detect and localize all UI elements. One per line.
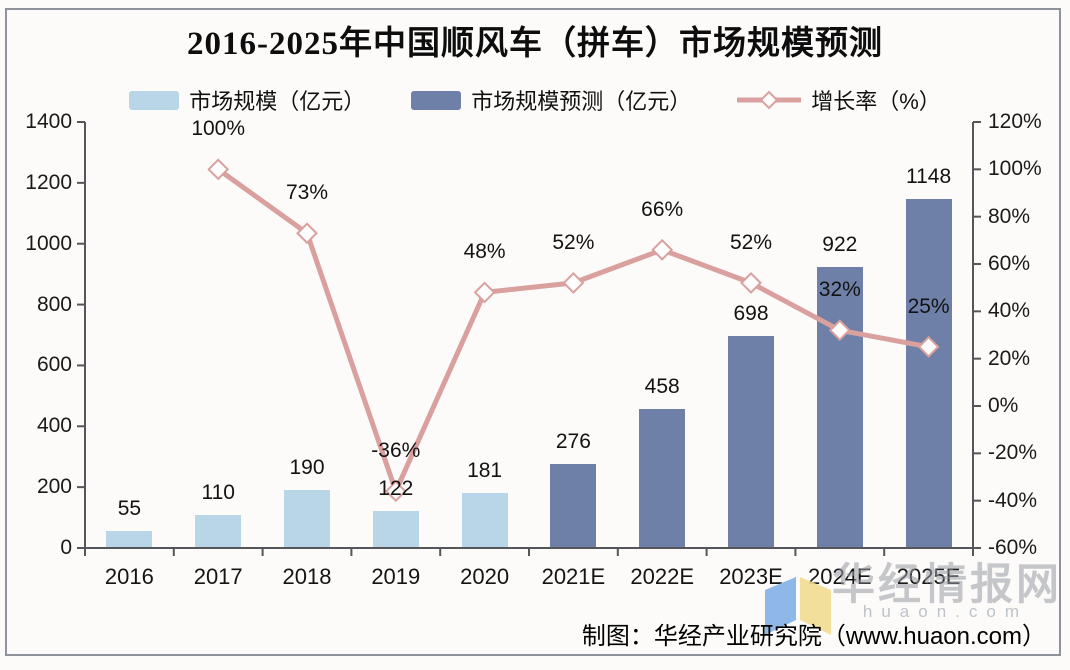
legend-label-market-size: 市场规模（亿元） (189, 89, 366, 114)
x-axis-label-2025E: 2025E (896, 564, 961, 589)
right-axis-tick--40%: -40% (988, 488, 1038, 512)
watermark-text: 华经情报网 (832, 561, 1062, 609)
left-axis-tick-800: 800 (36, 292, 72, 316)
left-axis-tick-0: 0 (60, 536, 72, 559)
bar-value-2025E: 1148 (906, 164, 952, 188)
bar-2020 (461, 492, 508, 548)
growth-label-2021E: 52% (552, 230, 595, 254)
bar-2023E (728, 335, 774, 548)
left-axis-tick-600: 600 (36, 353, 72, 377)
left-axis-tick-1200: 1200 (25, 170, 72, 194)
right-axis-tick-40%: 40% (988, 299, 1031, 323)
left-axis-tick-400: 400 (36, 414, 72, 438)
x-axis-label-2016: 2016 (104, 564, 154, 589)
x-axis-label-2021E: 2021E (541, 564, 606, 589)
right-axis-tick-100%: 100% (988, 157, 1042, 181)
legend-item-growth-rate: 增长率（%） (735, 84, 941, 116)
x-axis-label-2023E: 2023E (719, 564, 783, 589)
left-axis-tick-1000: 1000 (25, 231, 72, 255)
legend-swatch-forecast (411, 90, 462, 110)
x-axis-label-2018: 2018 (282, 564, 332, 589)
right-axis-tick-0%: 0% (988, 394, 1019, 417)
bar-value-2017: 110 (201, 480, 235, 504)
left-axis-tick-1400: 1400 (25, 110, 72, 133)
legend-label-growth-rate: 增长率（%） (811, 89, 941, 114)
bar-2021E (550, 464, 597, 548)
growth-label-2019: -36% (371, 439, 421, 463)
growth-label-2025E: 25% (907, 294, 950, 318)
legend-label-forecast: 市场规模预测（亿元） (471, 89, 692, 114)
right-axis-tick--20%: -20% (988, 441, 1038, 465)
legend-item-forecast: 市场规模预测（亿元） (411, 84, 691, 116)
growth-label-2023E: 52% (729, 230, 773, 254)
legend-line-marker-icon (735, 90, 803, 110)
legend-item-market-size: 市场规模（亿元） (129, 84, 365, 116)
bar-2025E (905, 198, 952, 548)
bar-value-2018: 190 (289, 456, 325, 480)
bar-2018 (284, 490, 330, 548)
bar-2019 (372, 510, 419, 548)
right-axis-tick-20%: 20% (988, 346, 1031, 370)
growth-label-2018: 73% (285, 181, 329, 205)
x-axis-label-2020: 2020 (460, 564, 510, 589)
legend: 市场规模（亿元） 市场规模预测（亿元） 增长率（%） (0, 84, 1070, 116)
legend-swatch-market-size (129, 90, 180, 110)
bar-2022E (639, 408, 686, 548)
right-axis-tick-60%: 60% (988, 252, 1031, 275)
bar-value-2021E: 276 (555, 430, 591, 453)
x-axis-label-2022E: 2022E (630, 564, 694, 589)
watermark-url: huaon.com (862, 602, 1028, 621)
growth-label-2020: 48% (463, 240, 506, 264)
growth-label-2017: 100% (191, 117, 246, 141)
source-credit: 制图：华经产业研究院（www.huaon.com） (581, 623, 1046, 650)
growth-label-2022E: 66% (641, 197, 684, 221)
left-axis-tick-200: 200 (36, 475, 72, 499)
chart-title: 2016-2025年中国顺风车（拼车）市场规模预测 (187, 26, 883, 62)
bar-2016 (106, 531, 153, 548)
right-axis-tick-120%: 120% (988, 110, 1042, 133)
bar-value-2022E: 458 (644, 374, 680, 398)
bar-value-2024E: 922 (822, 233, 858, 257)
x-axis-label-2019: 2019 (371, 564, 421, 589)
growth-label-2024E: 32% (818, 278, 861, 302)
huaon-logo-icon (765, 577, 831, 635)
bar-2024E (816, 267, 863, 548)
right-axis-tick--60%: -60% (988, 536, 1038, 559)
x-axis-label-2017: 2017 (193, 564, 243, 589)
bar-value-2019: 122 (378, 476, 414, 500)
bar-value-2016: 55 (117, 497, 142, 521)
bar-value-2020: 181 (467, 458, 503, 482)
bar-2017 (195, 514, 242, 548)
right-axis-tick-80%: 80% (988, 204, 1031, 228)
bar-value-2023E: 698 (733, 301, 769, 325)
